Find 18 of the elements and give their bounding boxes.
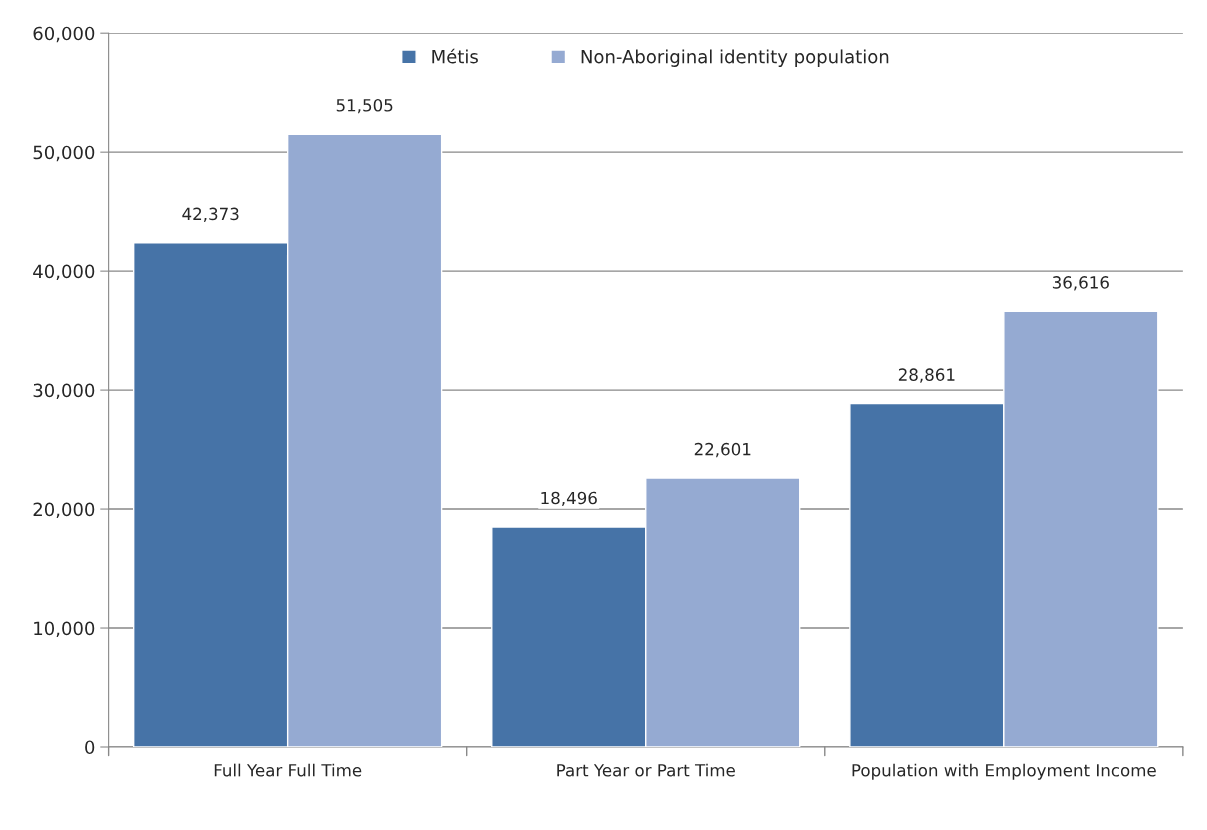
data-label: 42,373 [182, 207, 239, 222]
data-label: 28,861 [898, 368, 955, 383]
y-tick-label: 10,000 [34, 621, 95, 637]
data-label: 18,496 [541, 491, 597, 506]
y-tick-label: 30,000 [33, 383, 95, 400]
y-tick-label: 50,000 [33, 145, 95, 162]
legend-label: Métis [432, 48, 478, 64]
y-tick-label: 20,000 [33, 502, 95, 519]
x-tick-label: Part Year or Part Time [557, 763, 735, 777]
y-tick-label: 0 [85, 740, 95, 755]
data-label: 51,505 [336, 98, 393, 114]
data-label: 36,616 [1052, 276, 1109, 291]
y-tick-label: 40,000 [33, 264, 95, 281]
x-tick-label: Full Year Full Time [214, 763, 362, 777]
y-tick-label: 60,000 [33, 26, 95, 43]
x-tick-label: Population with Employment Income [852, 763, 1156, 780]
legend-label: Non-Aboriginal identity population [581, 49, 889, 67]
data-label: 22,601 [694, 442, 751, 458]
